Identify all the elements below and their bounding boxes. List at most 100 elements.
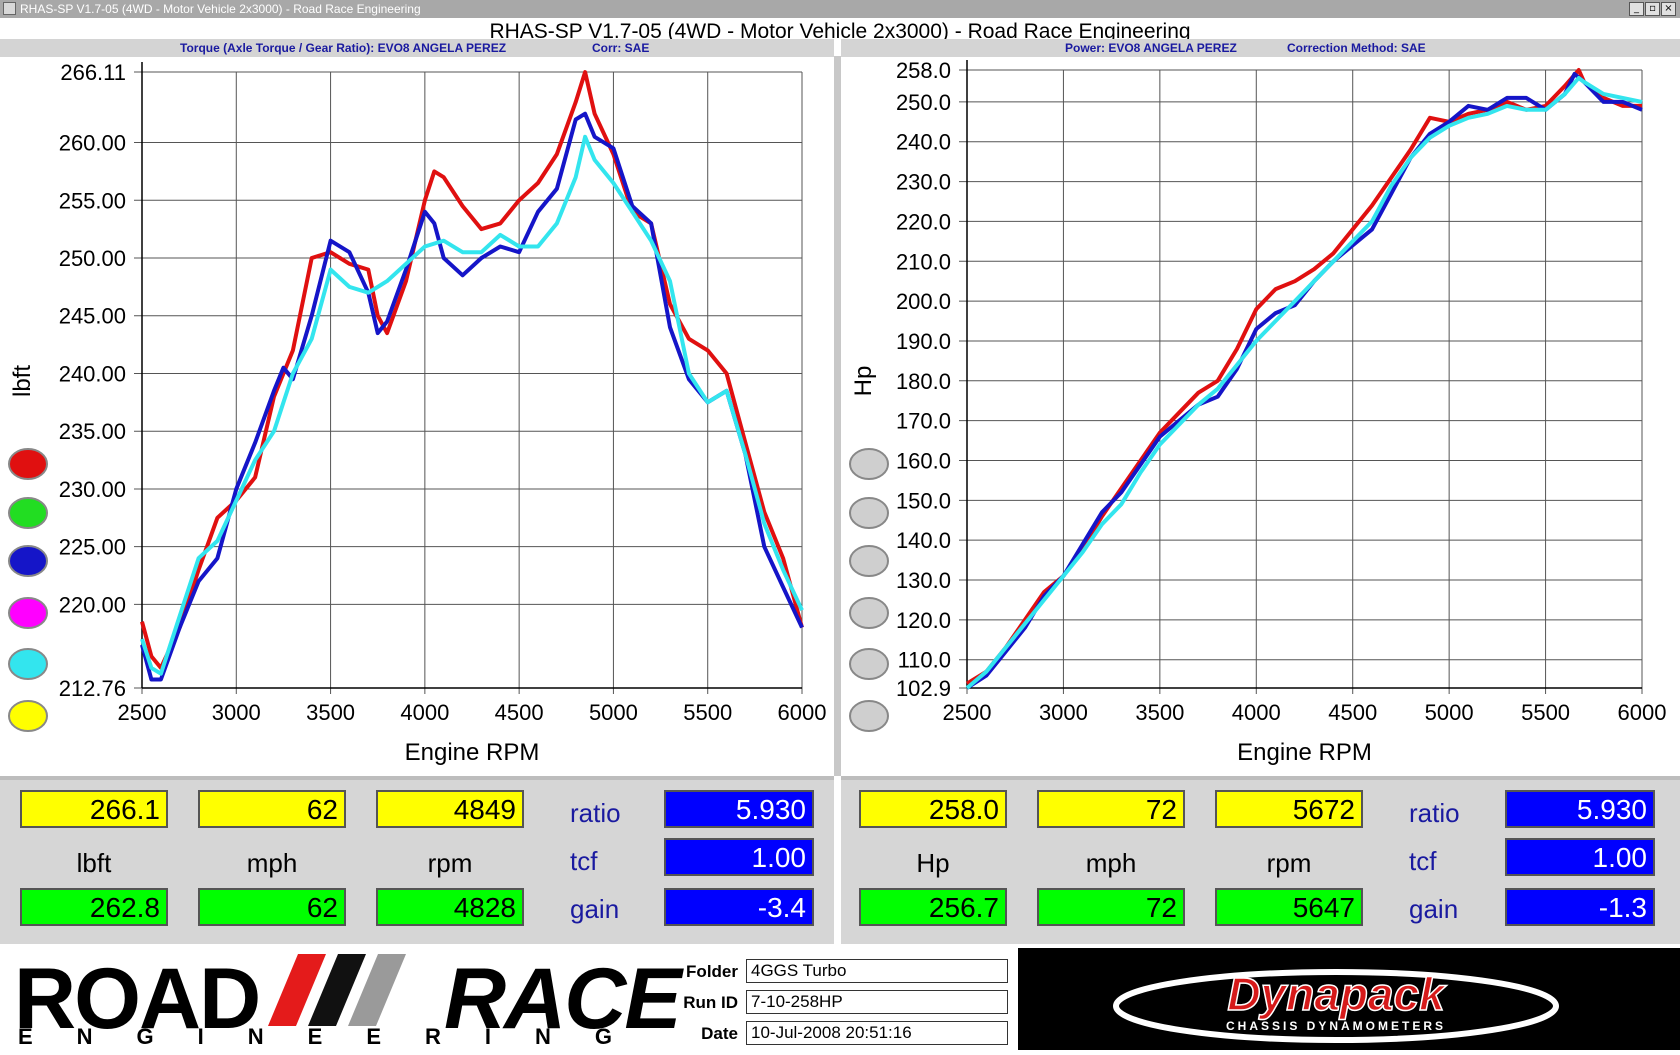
power-y-tick-label: 150.0 xyxy=(896,488,951,513)
power-peak-value: 258.0 xyxy=(859,790,1007,828)
power-x-tick-label: 3500 xyxy=(1135,700,1184,725)
folder-field[interactable]: 4GGS Turbo xyxy=(746,959,1008,983)
torque-unit-label: lbft xyxy=(76,848,112,878)
torque-y-tick-label: 240.00 xyxy=(59,361,126,386)
power-y-axis-label: Hp xyxy=(850,366,877,397)
torque-legend-swatch-red[interactable] xyxy=(8,448,48,480)
power-ratio-label: ratio xyxy=(1409,798,1460,828)
folder-label: Folder xyxy=(686,962,738,981)
logo-road-text: ROAD xyxy=(14,951,261,1047)
power-y-tick-label: 160.0 xyxy=(896,448,951,473)
power-x-tick-label: 3000 xyxy=(1039,700,1088,725)
torque-compare-mph: 62 xyxy=(198,888,346,926)
torque-y-tick-label: 225.00 xyxy=(59,535,126,560)
window-title: RHAS-SP V1.7-05 (4WD - Motor Vehicle 2x3… xyxy=(20,2,421,16)
power-x-tick-label: 4500 xyxy=(1328,700,1377,725)
torque-legend-swatch-blue[interactable] xyxy=(8,545,48,577)
power-gain-value: -1.3 xyxy=(1505,888,1655,926)
torque-legend-swatch-magenta[interactable] xyxy=(8,597,48,629)
torque-chart: 266.11 260.00 255.00 250.00 245.00 240.00 235.… xyxy=(8,60,826,766)
window-titlebar: RHAS-SP V1.7-05 (4WD - Motor Vehicle 2x3… xyxy=(0,0,1680,18)
dynapack-logo: Dynapack CHASSIS DYNAMOMETERS xyxy=(1018,948,1680,1050)
power-compare-value: 256.7 xyxy=(859,888,1007,926)
run-id-field[interactable]: 7-10-258HP xyxy=(746,990,1008,1014)
torque-x-axis-label: Engine RPM xyxy=(405,739,540,766)
torque-y-tick-label: 255.00 xyxy=(59,188,126,213)
torque-x-tick-label: 5000 xyxy=(589,700,638,725)
power-legend xyxy=(849,448,889,732)
torque-x-tick-label: 3000 xyxy=(212,700,261,725)
app-icon xyxy=(3,2,16,15)
power-y-tick-label: 210.0 xyxy=(896,249,951,274)
power-x-tick-label: 2500 xyxy=(943,700,992,725)
power-x-tick-label: 4000 xyxy=(1232,700,1281,725)
torque-gain-value: -3.4 xyxy=(664,888,814,926)
torque-series-red xyxy=(140,70,804,670)
torque-grid xyxy=(134,71,803,694)
power-y-tick-label: 220.0 xyxy=(896,209,951,234)
power-legend-swatch-grey[interactable] xyxy=(849,597,889,629)
torque-y-tick-label: 245.00 xyxy=(59,304,126,329)
power-x-tick-label: 5000 xyxy=(1425,700,1474,725)
close-button[interactable]: × xyxy=(1661,2,1676,16)
torque-y-tick-label: 230.00 xyxy=(59,477,126,502)
torque-header-title: Torque (Axle Torque / Gear Ratio): EVO8 … xyxy=(180,41,507,55)
torque-mph-label: mph xyxy=(246,848,298,878)
torque-tcf-label: tcf xyxy=(570,846,598,876)
torque-y-tick-label: 212.76 xyxy=(59,676,126,701)
power-legend-swatch-grey[interactable] xyxy=(849,648,889,680)
torque-legend xyxy=(8,448,48,732)
power-ratio-value: 5.930 xyxy=(1505,790,1655,828)
power-header-corr: Correction Method: SAE xyxy=(1287,41,1426,55)
power-compare-rpm: 5647 xyxy=(1215,888,1363,926)
torque-legend-swatch-yellow[interactable] xyxy=(8,700,48,732)
minimize-button[interactable]: _ xyxy=(1629,2,1644,16)
torque-y-tick-label: 220.00 xyxy=(59,592,126,617)
run-info: Folder 4GGS Turbo Run ID 7-10-258HP Date… xyxy=(660,948,1018,1050)
torque-x-tick-label: 3500 xyxy=(306,700,355,725)
power-readout: 258.0 72 5672 Hp mph rpm 256.7 72 5647 r… xyxy=(841,776,1680,944)
power-tcf-value: 1.00 xyxy=(1505,838,1655,876)
power-y-tick-label: 170.0 xyxy=(896,409,951,434)
torque-rpm-label: rpm xyxy=(427,848,473,878)
date-label: Date xyxy=(701,1024,738,1043)
torque-y-tick-label: 260.00 xyxy=(59,131,126,156)
power-y-tick-label: 130.0 xyxy=(896,568,951,593)
torque-peak-rpm: 4849 xyxy=(376,790,524,828)
dynapack-wordmark: Dynapack xyxy=(1227,968,1447,1020)
torque-x-tick-label: 5500 xyxy=(683,700,732,725)
torque-y-axis-label: lbft xyxy=(9,365,36,397)
power-legend-swatch-grey[interactable] xyxy=(849,545,889,577)
power-x-tick-label: 6000 xyxy=(1618,700,1667,725)
torque-legend-swatch-green[interactable] xyxy=(8,497,48,529)
maximize-button[interactable]: ▫ xyxy=(1645,2,1660,16)
date-field[interactable]: 10-Jul-2008 20:51:16 xyxy=(746,1021,1008,1045)
power-rpm-label: rpm xyxy=(1266,848,1312,878)
footer: ROAD RACE ENGINEERING Folder 4GGS Turbo … xyxy=(0,948,1680,1050)
power-compare-mph: 72 xyxy=(1037,888,1185,926)
torque-x-tick-label: 2500 xyxy=(118,700,167,725)
main-title: RHAS-SP V1.7-05 (4WD - Motor Vehicle 2x3… xyxy=(0,18,1680,39)
power-legend-swatch-grey[interactable] xyxy=(849,700,889,732)
logo-engineering-text: ENGINEERING xyxy=(18,1024,657,1049)
power-y-tick-label: 230.0 xyxy=(896,170,951,195)
power-peak-rpm: 5672 xyxy=(1215,790,1363,828)
torque-x-tick-label: 4500 xyxy=(495,700,544,725)
power-gain-label: gain xyxy=(1409,894,1459,924)
torque-x-tick-label: 4000 xyxy=(400,700,449,725)
power-legend-swatch-grey[interactable] xyxy=(849,448,889,480)
road-race-engineering-logo: ROAD RACE ENGINEERING xyxy=(0,948,682,1050)
power-y-tick-label: 120.0 xyxy=(896,608,951,633)
torque-readout: 266.1 62 4849 lbft mph rpm 262.8 62 4828… xyxy=(0,776,834,944)
power-unit-label: Hp xyxy=(916,848,950,878)
logo-stripes xyxy=(268,954,406,1026)
dynapack-subtitle: CHASSIS DYNAMOMETERS xyxy=(1226,1019,1446,1033)
power-y-tick-label: 240.0 xyxy=(896,130,951,155)
power-y-tick-label: 180.0 xyxy=(896,369,951,394)
power-legend-swatch-grey[interactable] xyxy=(849,497,889,529)
power-y-tick-label: 258.0 xyxy=(896,58,951,83)
power-peak-mph: 72 xyxy=(1037,790,1185,828)
torque-y-tick-label: 250.00 xyxy=(59,246,126,271)
torque-legend-swatch-cyan[interactable] xyxy=(8,648,48,680)
torque-peak-mph: 62 xyxy=(198,790,346,828)
